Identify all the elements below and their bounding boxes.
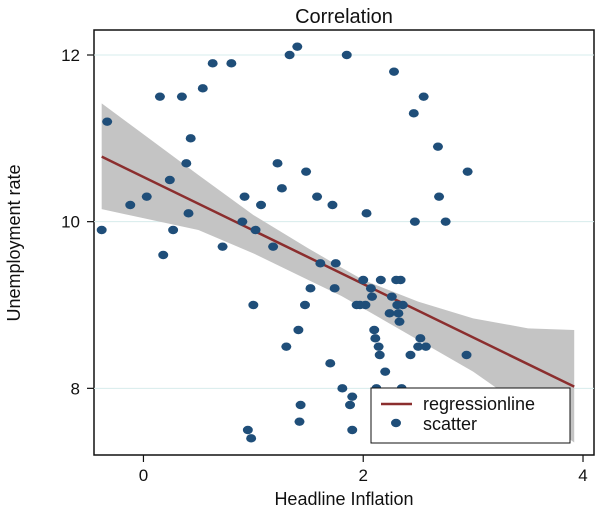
scatter-point xyxy=(281,342,292,351)
scatter-point xyxy=(268,242,279,251)
scatter-point xyxy=(420,342,431,351)
scatter-point xyxy=(440,217,451,226)
scatter-point xyxy=(375,275,386,285)
scatter-point xyxy=(367,292,378,301)
scatter-point xyxy=(394,317,405,326)
scatter-point xyxy=(461,350,472,360)
x-tick-label: 2 xyxy=(358,466,367,485)
scatter-point xyxy=(295,400,306,410)
scatter-point xyxy=(293,325,304,335)
scatter-point xyxy=(384,309,395,318)
scatter-point xyxy=(141,192,152,201)
scatter-point xyxy=(299,300,310,310)
scatter-point xyxy=(415,334,426,343)
scatter-point xyxy=(462,167,473,176)
scatter-point xyxy=(397,300,408,310)
y-tick-label: 10 xyxy=(61,213,80,232)
legend-box xyxy=(370,387,571,444)
y-tick-label: 8 xyxy=(71,379,80,398)
scatter-point xyxy=(360,300,371,310)
scatter-point xyxy=(301,167,312,176)
scatter-point xyxy=(405,350,416,360)
scatter-point xyxy=(329,284,340,293)
scatter-point xyxy=(408,109,419,118)
scatter-point xyxy=(242,425,253,435)
scatter-point xyxy=(345,400,356,410)
scatter-point xyxy=(432,142,443,151)
scatter-point xyxy=(197,84,208,93)
scatter-point xyxy=(312,192,323,201)
scatter-point xyxy=(276,184,287,193)
scatter-point xyxy=(369,325,380,335)
scatter-point xyxy=(164,175,175,185)
scatter-point xyxy=(325,359,336,368)
regression-line xyxy=(101,155,575,388)
chart-title: Correlation xyxy=(295,6,393,28)
scatter-point xyxy=(389,67,399,76)
scatter-point xyxy=(272,159,283,168)
scatter-point xyxy=(393,309,404,318)
scatter-point xyxy=(434,192,445,201)
scatter-point xyxy=(239,192,250,201)
scatter-point xyxy=(358,275,369,285)
scatter-point xyxy=(395,275,406,285)
scatter-point xyxy=(361,209,372,218)
scatter-point xyxy=(158,250,169,260)
scatter-point xyxy=(154,92,165,101)
y-axis-title: Unemployment rate xyxy=(4,164,24,321)
scatter-point xyxy=(373,342,384,351)
scatter-point xyxy=(341,50,352,60)
regression-line-segment xyxy=(101,155,575,388)
scatter-point xyxy=(217,242,228,251)
scatter-point xyxy=(365,284,376,293)
scatter-point xyxy=(168,225,179,235)
y-axis: 8 10 12 xyxy=(61,46,94,398)
scatter-point xyxy=(380,367,391,376)
scatter-point xyxy=(226,59,237,68)
scatter-point xyxy=(292,42,303,51)
scatter-point xyxy=(337,384,348,393)
legend: regressionline scatter xyxy=(370,387,571,444)
scatter-point xyxy=(125,200,136,210)
scatter-point xyxy=(284,50,295,60)
scatter-point xyxy=(347,392,358,401)
scatter-point xyxy=(305,284,316,293)
scatter-point xyxy=(347,425,358,435)
scatter-point xyxy=(207,59,218,68)
scatter-point xyxy=(327,200,338,210)
y-tick-label: 12 xyxy=(61,46,80,65)
scatter-point xyxy=(246,434,257,443)
scatter-point xyxy=(248,300,259,310)
scatter-point xyxy=(237,217,248,226)
x-tick-label: 0 xyxy=(139,466,148,485)
scatter-point xyxy=(96,225,107,235)
legend-label-scatter: scatter xyxy=(423,414,477,434)
scatter-points xyxy=(96,42,473,443)
legend-swatch-scatter xyxy=(391,418,401,428)
scatter-point xyxy=(250,225,261,235)
scatter-point xyxy=(370,334,381,343)
x-axis: 0 2 4 xyxy=(139,455,588,485)
scatter-point xyxy=(181,159,192,168)
scatter-point xyxy=(413,342,424,351)
scatter-point xyxy=(374,350,385,360)
scatter-point xyxy=(185,134,196,143)
legend-label-regressionline: regressionline xyxy=(423,394,535,414)
scatter-point xyxy=(294,417,305,426)
scatter-point xyxy=(183,209,194,218)
scatter-point xyxy=(409,217,420,226)
scatter-point xyxy=(386,292,397,301)
x-tick-label: 4 xyxy=(578,466,587,485)
x-axis-title: Headline Inflation xyxy=(274,489,413,509)
scatter-point xyxy=(418,92,429,101)
scatter-point xyxy=(330,259,341,268)
scatter-point xyxy=(315,259,326,268)
scatter-point xyxy=(176,92,187,101)
scatter-point xyxy=(256,200,267,210)
scatter-point xyxy=(102,117,113,126)
